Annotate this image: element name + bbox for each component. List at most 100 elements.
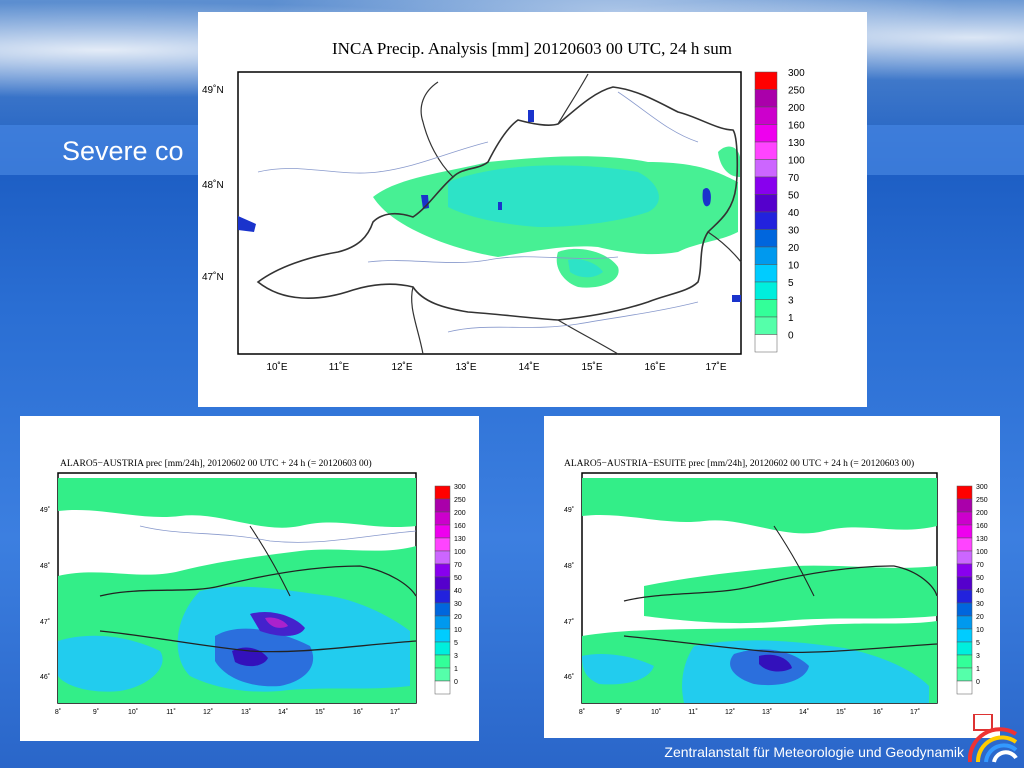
footer-institution: Zentralanstalt für Meteorologie und Geod… xyxy=(664,744,964,760)
slide-title: Severe co xyxy=(62,136,184,166)
colorbar-swatch xyxy=(754,229,778,248)
svg-text:13˚E: 13˚E xyxy=(455,361,476,373)
colorbar-label: 0 xyxy=(454,679,458,686)
colorbar-label: 3 xyxy=(454,653,458,660)
colorbar-label: 10 xyxy=(976,627,984,634)
svg-text:16˚: 16˚ xyxy=(353,708,363,716)
colorbar-label: 250 xyxy=(454,497,466,504)
colorbar-swatch xyxy=(434,485,451,500)
colorbar-swatch xyxy=(754,281,778,300)
colorbar-swatch xyxy=(434,602,451,617)
inca-lon-labels: 10˚E 11˚E 12˚E 13˚E 14˚E 15˚E 16˚E 17˚E xyxy=(266,361,726,373)
colorbar-label: 300 xyxy=(788,68,805,79)
alaro-esuite-lon-labels: 8˚ 9˚ 10˚ 11˚ 12˚ 13˚ 14˚ 15˚ 16˚ 17˚ xyxy=(579,708,920,716)
colorbar-label: 200 xyxy=(454,510,466,517)
svg-text:13˚: 13˚ xyxy=(762,708,772,716)
colorbar-swatch xyxy=(956,537,973,552)
colorbar-label: 0 xyxy=(976,679,980,686)
colorbar-swatch xyxy=(434,641,451,656)
svg-text:11˚E: 11˚E xyxy=(329,361,350,373)
svg-text:47˚: 47˚ xyxy=(564,618,574,626)
colorbar-label: 3 xyxy=(788,296,794,307)
svg-text:15˚: 15˚ xyxy=(315,708,325,716)
svg-text:14˚: 14˚ xyxy=(278,708,288,716)
colorbar-swatch xyxy=(434,537,451,552)
svg-text:17˚E: 17˚E xyxy=(705,361,726,373)
colorbar-swatch xyxy=(434,498,451,513)
svg-text:8˚: 8˚ xyxy=(579,708,585,716)
alaro-esuite-map: ALARO5−AUSTRIA−ESUITE prec [mm/24h], 201… xyxy=(564,458,988,716)
colorbar-label: 300 xyxy=(454,484,466,491)
svg-text:47˚N: 47˚N xyxy=(202,271,224,283)
svg-text:10˚: 10˚ xyxy=(128,708,138,716)
colorbar-swatch xyxy=(754,141,778,160)
svg-text:10˚E: 10˚E xyxy=(266,361,287,373)
colorbar-label: 130 xyxy=(454,536,466,543)
svg-text:15˚: 15˚ xyxy=(836,708,846,716)
colorbar-swatch xyxy=(956,667,973,682)
colorbar-swatch xyxy=(956,680,973,695)
colorbar-label: 130 xyxy=(976,536,988,543)
alaro-esuite-map-panel: ALARO5−AUSTRIA−ESUITE prec [mm/24h], 201… xyxy=(544,416,1000,738)
colorbar-swatch xyxy=(956,511,973,526)
svg-text:48˚N: 48˚N xyxy=(202,179,224,191)
colorbar-label: 1 xyxy=(788,313,794,324)
alaro-lon-labels: 8˚ 9˚ 10˚ 11˚ 12˚ 13˚ 14˚ 15˚ 16˚ 17˚ xyxy=(55,708,400,716)
colorbar-swatch xyxy=(754,176,778,195)
colorbar-swatch xyxy=(956,641,973,656)
zamg-logo-icon xyxy=(968,714,1018,763)
colorbar-swatch xyxy=(754,159,778,178)
svg-text:12˚: 12˚ xyxy=(203,708,213,716)
svg-text:46˚: 46˚ xyxy=(40,673,50,681)
colorbar-label: 40 xyxy=(788,208,800,219)
colorbar-swatch xyxy=(956,589,973,604)
colorbar-label: 100 xyxy=(788,156,805,167)
svg-text:49˚N: 49˚N xyxy=(202,84,224,96)
inca-map-title: INCA Precip. Analysis [mm] 20120603 00 U… xyxy=(332,39,732,58)
colorbar-swatch xyxy=(434,550,451,565)
colorbar-label: 50 xyxy=(788,191,800,202)
svg-text:17˚: 17˚ xyxy=(910,708,920,716)
colorbar-swatch xyxy=(956,628,973,643)
inca-map-panel: INCA Precip. Analysis [mm] 20120603 00 U… xyxy=(198,12,867,407)
svg-text:12˚: 12˚ xyxy=(725,708,735,716)
svg-text:11˚: 11˚ xyxy=(688,708,698,716)
colorbar-swatch xyxy=(956,498,973,513)
alaro-esuite-map-area xyxy=(581,472,938,704)
colorbar-label: 160 xyxy=(454,523,466,530)
colorbar-label: 70 xyxy=(454,562,462,569)
svg-text:49˚: 49˚ xyxy=(564,506,574,514)
svg-text:16˚E: 16˚E xyxy=(644,361,665,373)
colorbar-swatch xyxy=(434,524,451,539)
svg-text:47˚: 47˚ xyxy=(40,618,50,626)
colorbar-label: 70 xyxy=(788,173,800,184)
colorbar-swatch xyxy=(754,106,778,125)
colorbar-swatch xyxy=(754,264,778,283)
svg-text:17˚: 17˚ xyxy=(390,708,400,716)
colorbar-label: 50 xyxy=(454,575,462,582)
alaro-lat-labels: 49˚ 48˚ 47˚ 46˚ xyxy=(40,506,50,681)
colorbar-swatch xyxy=(956,524,973,539)
colorbar-label: 5 xyxy=(454,640,458,647)
svg-text:48˚: 48˚ xyxy=(40,562,50,570)
colorbar-swatch xyxy=(754,124,778,143)
colorbar-swatch xyxy=(754,316,778,335)
svg-text:9˚: 9˚ xyxy=(616,708,622,716)
colorbar-swatch xyxy=(956,485,973,500)
svg-text:8˚: 8˚ xyxy=(55,708,61,716)
alaro-map-panel: ALARO5−AUSTRIA prec [mm/24h], 20120602 0… xyxy=(20,416,479,741)
colorbar-label: 300 xyxy=(976,484,988,491)
svg-text:14˚: 14˚ xyxy=(799,708,809,716)
colorbar-swatch xyxy=(434,589,451,604)
colorbar-swatch xyxy=(434,628,451,643)
colorbar-label: 10 xyxy=(788,261,800,272)
inca-map: INCA Precip. Analysis [mm] 20120603 00 U… xyxy=(202,39,805,373)
svg-text:46˚: 46˚ xyxy=(564,673,574,681)
colorbar-swatch xyxy=(956,576,973,591)
svg-text:14˚E: 14˚E xyxy=(518,361,539,373)
colorbar-label: 100 xyxy=(976,549,988,556)
colorbar-label: 40 xyxy=(454,588,462,595)
colorbar-label: 70 xyxy=(976,562,984,569)
